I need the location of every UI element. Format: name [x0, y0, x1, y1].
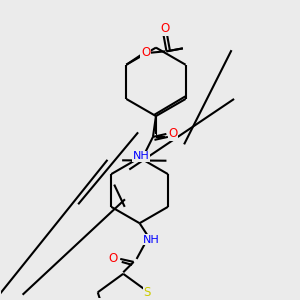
Text: O: O [109, 252, 118, 266]
Text: NH: NH [143, 235, 160, 244]
Text: NH: NH [133, 151, 149, 161]
Text: O: O [141, 46, 150, 59]
Text: O: O [168, 128, 178, 140]
Text: S: S [143, 286, 151, 299]
Text: O: O [160, 22, 169, 35]
